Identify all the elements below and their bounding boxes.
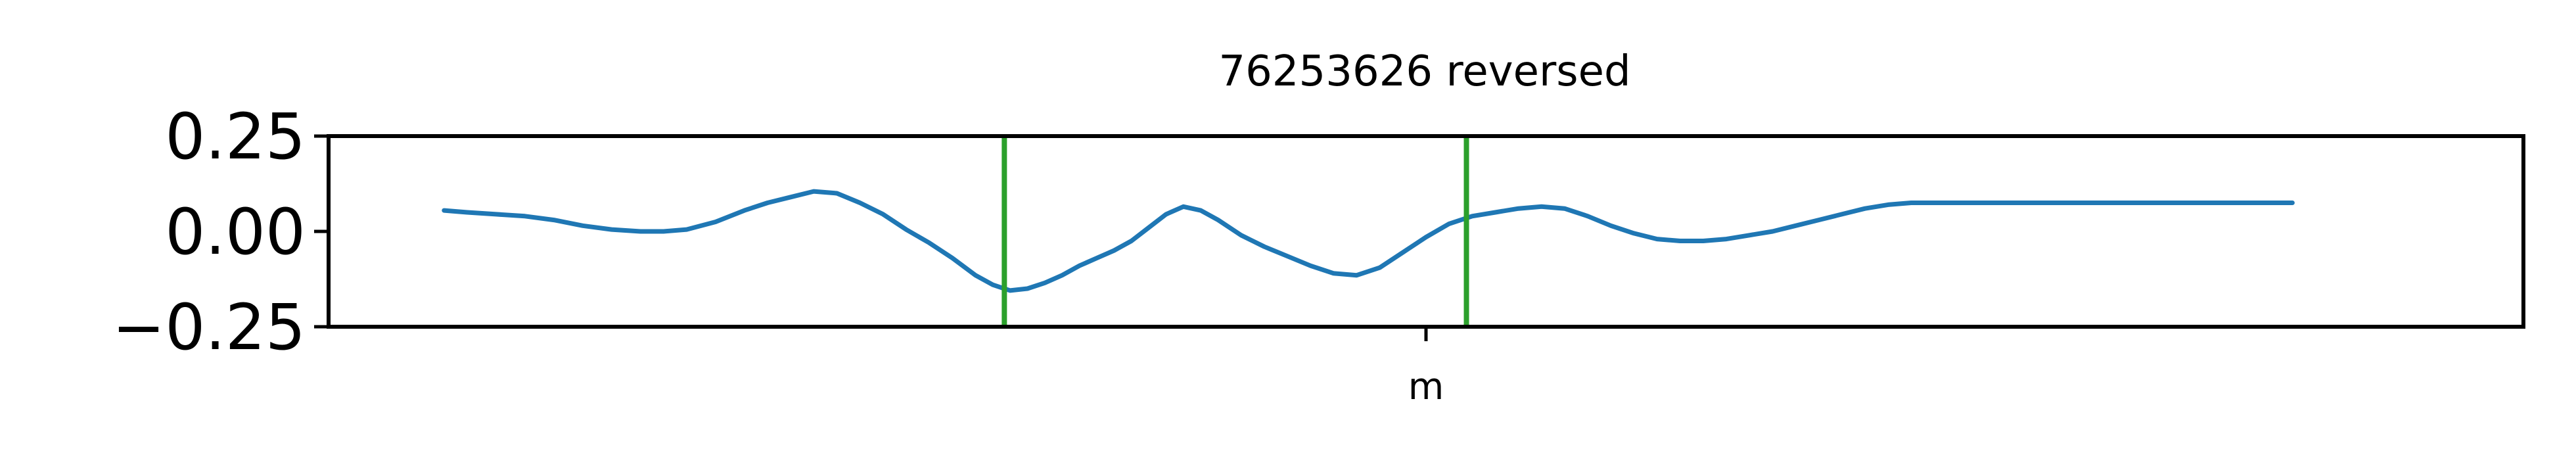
- chart-title: 76253626 reversed: [1218, 47, 1630, 96]
- y-tick-label: −0.25: [112, 291, 306, 364]
- y-tick-label: 0.25: [165, 100, 306, 174]
- y-tick-label: 0.00: [165, 195, 306, 269]
- series-line-0: [442, 189, 2295, 293]
- plot-area: [442, 136, 2295, 327]
- x-tick-label: m: [1408, 366, 1444, 408]
- axes: 0.25 0.00 −0.25 m: [112, 100, 1444, 408]
